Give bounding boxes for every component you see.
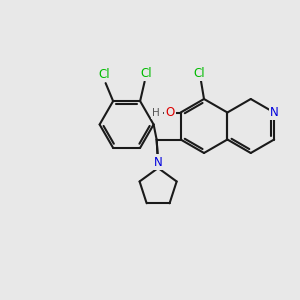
Text: O: O bbox=[166, 106, 175, 119]
Text: Cl: Cl bbox=[140, 67, 152, 80]
Text: Cl: Cl bbox=[98, 68, 110, 81]
Text: Cl: Cl bbox=[194, 67, 205, 80]
Text: N: N bbox=[270, 106, 278, 119]
Text: N: N bbox=[154, 155, 163, 169]
Text: H: H bbox=[152, 107, 160, 118]
Text: N: N bbox=[154, 156, 163, 169]
